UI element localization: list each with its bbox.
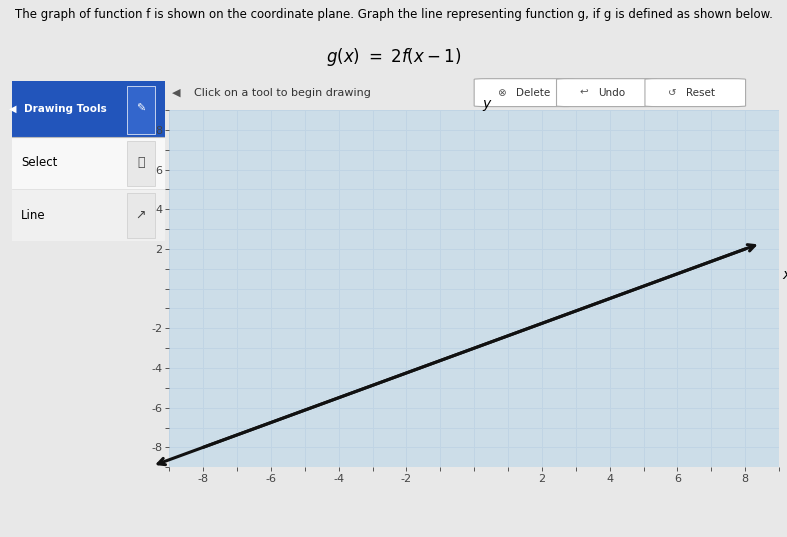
Bar <box>12 81 165 136</box>
Text: Select: Select <box>21 156 57 169</box>
Text: Reset: Reset <box>686 88 715 98</box>
Text: ◀: ◀ <box>172 88 181 98</box>
Bar <box>12 189 165 241</box>
Bar <box>127 85 154 134</box>
Text: y: y <box>482 97 491 111</box>
Bar <box>12 136 165 189</box>
Text: The graph of function f is shown on the coordinate plane. Graph the line represe: The graph of function f is shown on the … <box>15 8 772 21</box>
Text: Line: Line <box>21 208 46 222</box>
Text: ◀: ◀ <box>9 104 17 114</box>
FancyBboxPatch shape <box>474 78 575 106</box>
Bar <box>127 141 154 186</box>
FancyBboxPatch shape <box>645 78 745 106</box>
FancyBboxPatch shape <box>556 78 657 106</box>
Text: ⊗: ⊗ <box>497 88 506 98</box>
Text: ↺: ↺ <box>668 88 677 98</box>
Text: Click on a tool to begin drawing: Click on a tool to begin drawing <box>194 88 371 98</box>
Text: ↩: ↩ <box>580 88 589 98</box>
Text: Undo: Undo <box>598 88 625 98</box>
Text: Drawing Tools: Drawing Tools <box>24 104 107 114</box>
Text: $g(x)\ =\ 2f(x-1)$: $g(x)\ =\ 2f(x-1)$ <box>326 46 461 68</box>
Text: Delete: Delete <box>515 88 550 98</box>
Bar <box>127 193 154 238</box>
Text: ✎: ✎ <box>136 104 146 114</box>
Text: ⌕: ⌕ <box>137 156 145 169</box>
Text: ↗: ↗ <box>135 208 146 222</box>
Text: x: x <box>782 267 787 282</box>
